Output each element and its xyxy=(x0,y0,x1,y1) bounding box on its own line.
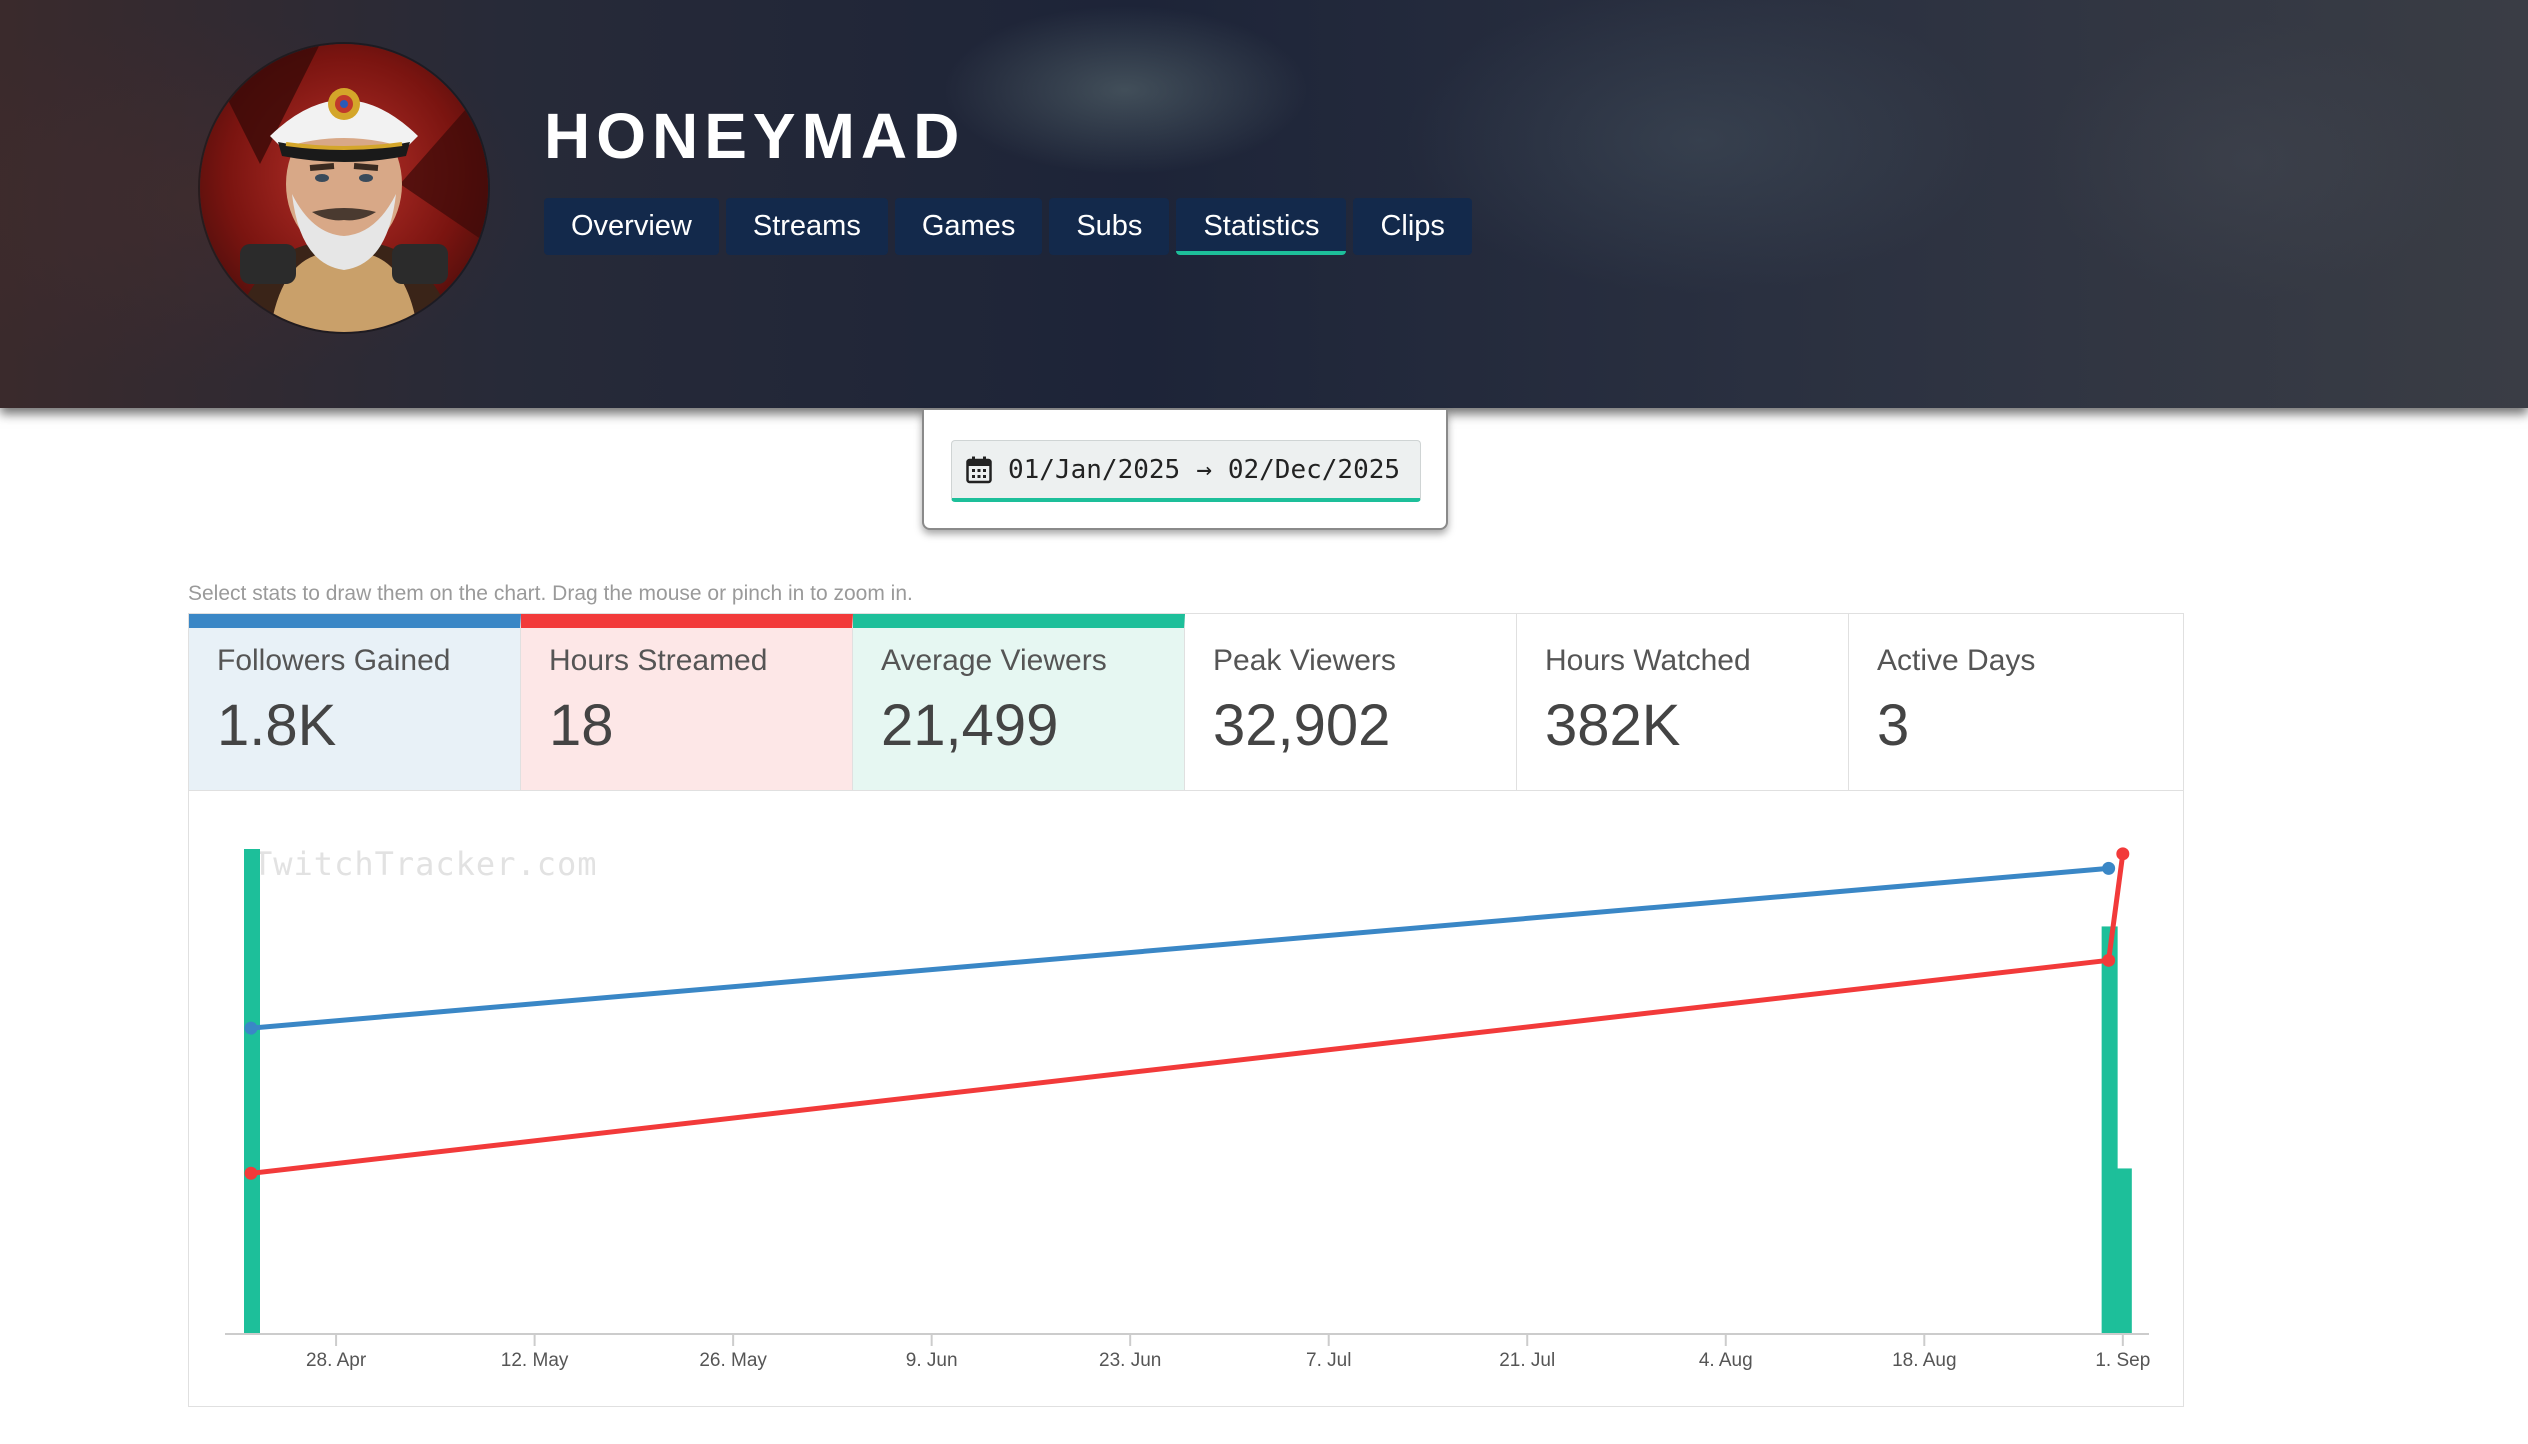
tab-overview[interactable]: Overview xyxy=(544,198,719,255)
chart-point xyxy=(2116,847,2130,861)
channel-nav: Overview Streams Games Subs Statistics C… xyxy=(544,198,1472,255)
calendar-icon xyxy=(966,456,992,483)
chart-bar xyxy=(2115,1168,2132,1333)
stat-value: 18 xyxy=(549,693,614,758)
channel-name: HONEYMAD xyxy=(544,100,966,172)
stat-value: 32,902 xyxy=(1213,693,1391,758)
date-range-card: 01/Jan/2025 → 02/Dec/2025 xyxy=(922,410,1448,530)
tab-clips[interactable]: Clips xyxy=(1353,198,1472,255)
x-axis-tick-label: 12. May xyxy=(501,1350,569,1371)
chart-watermark: TwitchTracker.com xyxy=(253,845,598,883)
chart-canvas[interactable]: 28. Apr 12. May 26. May 9. Jun 23. Jun 7. Jul… xyxy=(189,791,2185,1407)
x-axis-tick-label: 26. May xyxy=(699,1350,767,1371)
x-axis-tick-label: 21. Jul xyxy=(1499,1350,1555,1371)
x-axis-tick-label: 18. Aug xyxy=(1892,1350,1956,1371)
x-axis-tick-label: 9. Jun xyxy=(906,1350,958,1371)
x-axis-tick-label: 4. Aug xyxy=(1699,1350,1753,1371)
date-end: 02/Dec/2025 xyxy=(1227,454,1401,485)
x-axis-tick-label: 28. Apr xyxy=(306,1350,367,1371)
channel-header: HONEYMAD Overview Streams Games Subs Sta… xyxy=(0,0,2528,408)
stat-average-viewers[interactable]: Average Viewers 21,499 xyxy=(853,614,1185,790)
stat-active-days[interactable]: Active Days 3 xyxy=(1849,614,2183,790)
stat-hours-streamed[interactable]: Hours Streamed 18 xyxy=(521,614,853,790)
stat-value: 1.8K xyxy=(217,693,337,758)
stat-label: Followers Gained xyxy=(217,644,451,677)
stat-followers-gained[interactable]: Followers Gained 1.8K xyxy=(189,614,521,790)
chart-point xyxy=(2102,861,2116,875)
chart-line-followers-gained xyxy=(250,865,2109,1031)
stats-row: Followers Gained 1.8K Hours Streamed 18 … xyxy=(188,613,2184,791)
stat-value: 382K xyxy=(1545,693,1681,758)
stat-label: Peak Viewers xyxy=(1213,644,1396,677)
date-start: 01/Jan/2025 xyxy=(1008,454,1181,485)
chart-line-hours-streamed xyxy=(250,853,2126,1176)
tab-games[interactable]: Games xyxy=(894,198,1043,255)
x-axis-tick-label: 1. Sep xyxy=(2095,1350,2150,1371)
date-arrow-icon: → xyxy=(1196,454,1212,485)
stat-peak-viewers[interactable]: Peak Viewers 32,902 xyxy=(1185,614,1517,790)
stat-value: 3 xyxy=(1877,693,1910,758)
tab-streams[interactable]: Streams xyxy=(725,198,888,255)
chart-hint: Select stats to draw them on the chart. … xyxy=(188,582,913,605)
stat-label: Hours Streamed xyxy=(549,644,768,677)
tab-statistics[interactable]: Statistics xyxy=(1176,198,1347,255)
chart-point xyxy=(2102,953,2116,967)
chart-bar xyxy=(244,849,260,1333)
channel-avatar[interactable] xyxy=(200,44,488,332)
stat-label: Average Viewers xyxy=(881,644,1107,677)
tab-subs[interactable]: Subs xyxy=(1049,198,1170,255)
chart-point xyxy=(244,1166,258,1180)
stat-hours-watched[interactable]: Hours Watched 382K xyxy=(1517,614,1849,790)
chart-bar xyxy=(2101,926,2118,1333)
x-axis-tick-label: 23. Jun xyxy=(1099,1350,1161,1371)
stat-label: Active Days xyxy=(1877,644,2036,677)
chart-point xyxy=(244,1021,258,1035)
x-axis-tick-label: 7. Jul xyxy=(1306,1350,1351,1371)
stats-chart[interactable]: TwitchTracker.com 28. Apr 12. May 26. May 9… xyxy=(188,791,2184,1407)
date-range-picker[interactable]: 01/Jan/2025 → 02/Dec/2025 xyxy=(951,440,1421,502)
stat-label: Hours Watched xyxy=(1545,644,1751,677)
stat-value: 21,499 xyxy=(881,693,1059,758)
avatar-portrait-icon xyxy=(200,44,488,332)
